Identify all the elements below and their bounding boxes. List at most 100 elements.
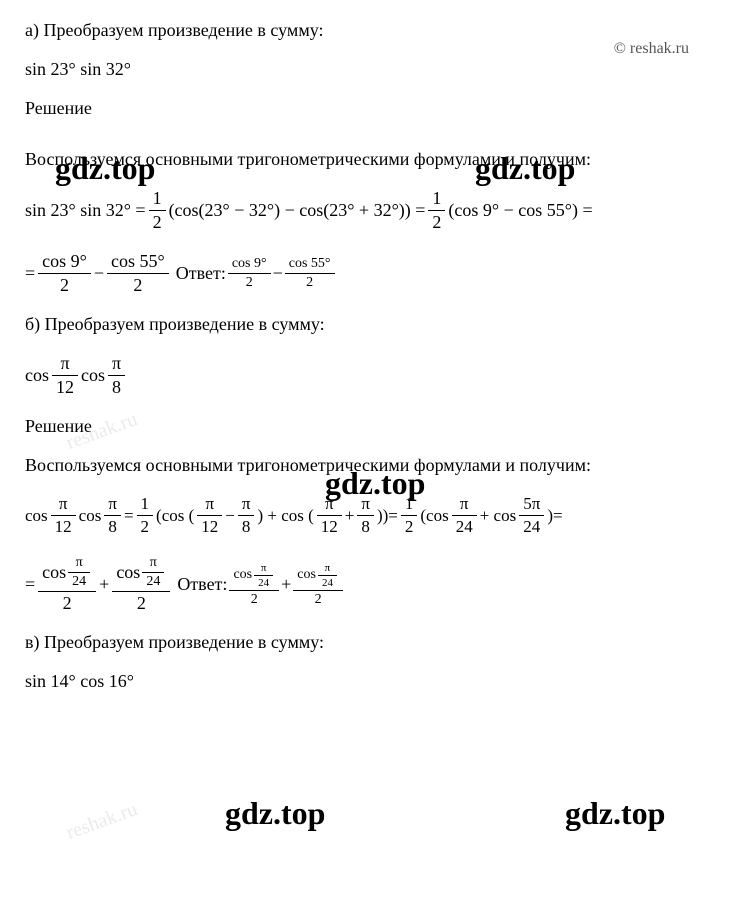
watermark-gdz-5: gdz.top [565,795,665,832]
frac-pi12: π 12 [52,353,78,398]
num: cos π24 [38,555,96,590]
num: cos π24 [112,555,170,590]
den: 2 [149,212,166,233]
frac-cospi24-2: cos π24 2 [112,555,170,614]
num: cos 55° [107,251,169,272]
num: cos 9° [228,256,271,272]
paren-close2: )) [377,506,388,526]
den: 8 [104,517,121,537]
task-b: б) Преобразуем произведение в сумму: [25,314,714,335]
den: 8 [357,517,374,537]
eq-a-mid2: (cos 9° − cos 55°) = [448,200,592,221]
num: cos π24 [229,562,279,589]
plus: + [99,574,109,595]
den: 2 [302,275,317,291]
den: 24 [519,517,544,537]
frac-5pi24: 5π 24 [519,494,544,537]
num: 1 [137,494,154,514]
den: 2 [428,212,445,233]
den: 2 [242,275,257,291]
frac-pi8-in1: π 8 [238,494,255,537]
den: 2 [137,517,154,537]
answer-label: Ответ: [176,263,226,284]
expr-c: sin 14° cos 16° [25,671,714,692]
answer-b: Ответ: cos π24 2 + cos π24 2 [177,562,345,608]
frac-cos55: cos 55° 2 [107,251,169,296]
plus: + [345,506,355,526]
den: 2 [401,517,418,537]
frac-cospi24-1: cos π24 2 [38,555,96,614]
frac-half-2: 1 2 [428,188,445,233]
eq-final: = [553,506,563,526]
den: 2 [56,275,73,296]
frac-pi8-eq: π 8 [104,494,121,537]
frac-pi12-in1: π 12 [197,494,222,537]
den: 12 [197,517,222,537]
frac-half-b1: 1 2 [137,494,154,537]
den: 2 [311,592,326,608]
watermark-gdz-2: gdz.top [475,150,575,187]
task-c: в) Преобразуем произведение в сумму: [25,632,714,653]
frac-cos55-ans: cos 55° 2 [285,256,335,291]
equation-b-line2: = cos π24 2 + cos π24 2 [25,555,173,614]
equation-a-line2: = cos 9° 2 − cos 55° 2 [25,251,172,296]
den: 8 [108,377,125,398]
paren-close: ) + cos ( [257,506,313,526]
num: 1 [428,188,445,209]
answer-label: Ответ: [177,574,227,595]
paren: (cos ( [156,506,194,526]
num: 1 [149,188,166,209]
den: 12 [52,377,78,398]
frac-ans-b2: cos π24 2 [293,562,343,608]
num: π [108,353,125,374]
minus: − [94,263,104,284]
cos: cos [81,365,105,386]
watermark-gdz-3: gdz.top [325,465,425,502]
plus: + [281,574,291,595]
frac-pi24: π 24 [452,494,477,537]
answer-a: Ответ: cos 9° 2 − cos 55° 2 [176,256,337,291]
copyright-text: © reshak.ru [614,40,689,58]
frac-pi12-eq: π 12 [51,494,76,537]
den: 2 [247,592,262,608]
watermark-gdz-4: gdz.top [225,795,325,832]
watermark-reshak-2: reshak.ru [63,798,140,845]
num: π [56,353,73,374]
frac-pi8: π 8 [108,353,125,398]
den: 24 [452,517,477,537]
cos: cos [79,506,102,526]
equation-b-line1: cos π 12 cos π 8 = 1 2 (cos ( π 12 − π 8… [25,494,563,537]
frac-cos9: cos 9° 2 [38,251,91,296]
num: π [238,494,255,514]
equation-a-line1: sin 23° sin 32° = 1 2 (cos(23° − 32°) − … [25,188,593,233]
eq-prefix: = [25,263,35,284]
num: 5π [519,494,544,514]
plus-cos: + cos [480,506,517,526]
num: cos π24 [293,562,343,589]
num: cos 9° [38,251,91,272]
solution-label-a: Решение [25,98,714,119]
eq-a-mid1: (cos(23° − 32°) − cos(23° + 32°)) = [169,200,426,221]
den: 2 [133,593,150,614]
frac-cos9-ans: cos 9° 2 [228,256,271,291]
eq-a-start: sin 23° sin 32° = [25,200,146,221]
den: 12 [317,517,342,537]
num: π [456,494,473,514]
num: π [201,494,218,514]
num: π [55,494,72,514]
frac-ans-b1: cos π24 2 [229,562,279,608]
eq-prefix-b2: = [25,574,35,595]
frac-half-1: 1 2 [149,188,166,233]
num: π [104,494,121,514]
cos: cos [25,506,48,526]
minus: − [273,263,283,284]
den: 2 [129,275,146,296]
expr-b: cos π 12 cos π 8 [25,353,128,398]
paren-open2: (cos [420,506,448,526]
den: 8 [238,517,255,537]
den: 2 [59,593,76,614]
cos: cos [25,365,49,386]
den: 12 [51,517,76,537]
eq2: = [388,506,398,526]
minus: − [225,506,235,526]
